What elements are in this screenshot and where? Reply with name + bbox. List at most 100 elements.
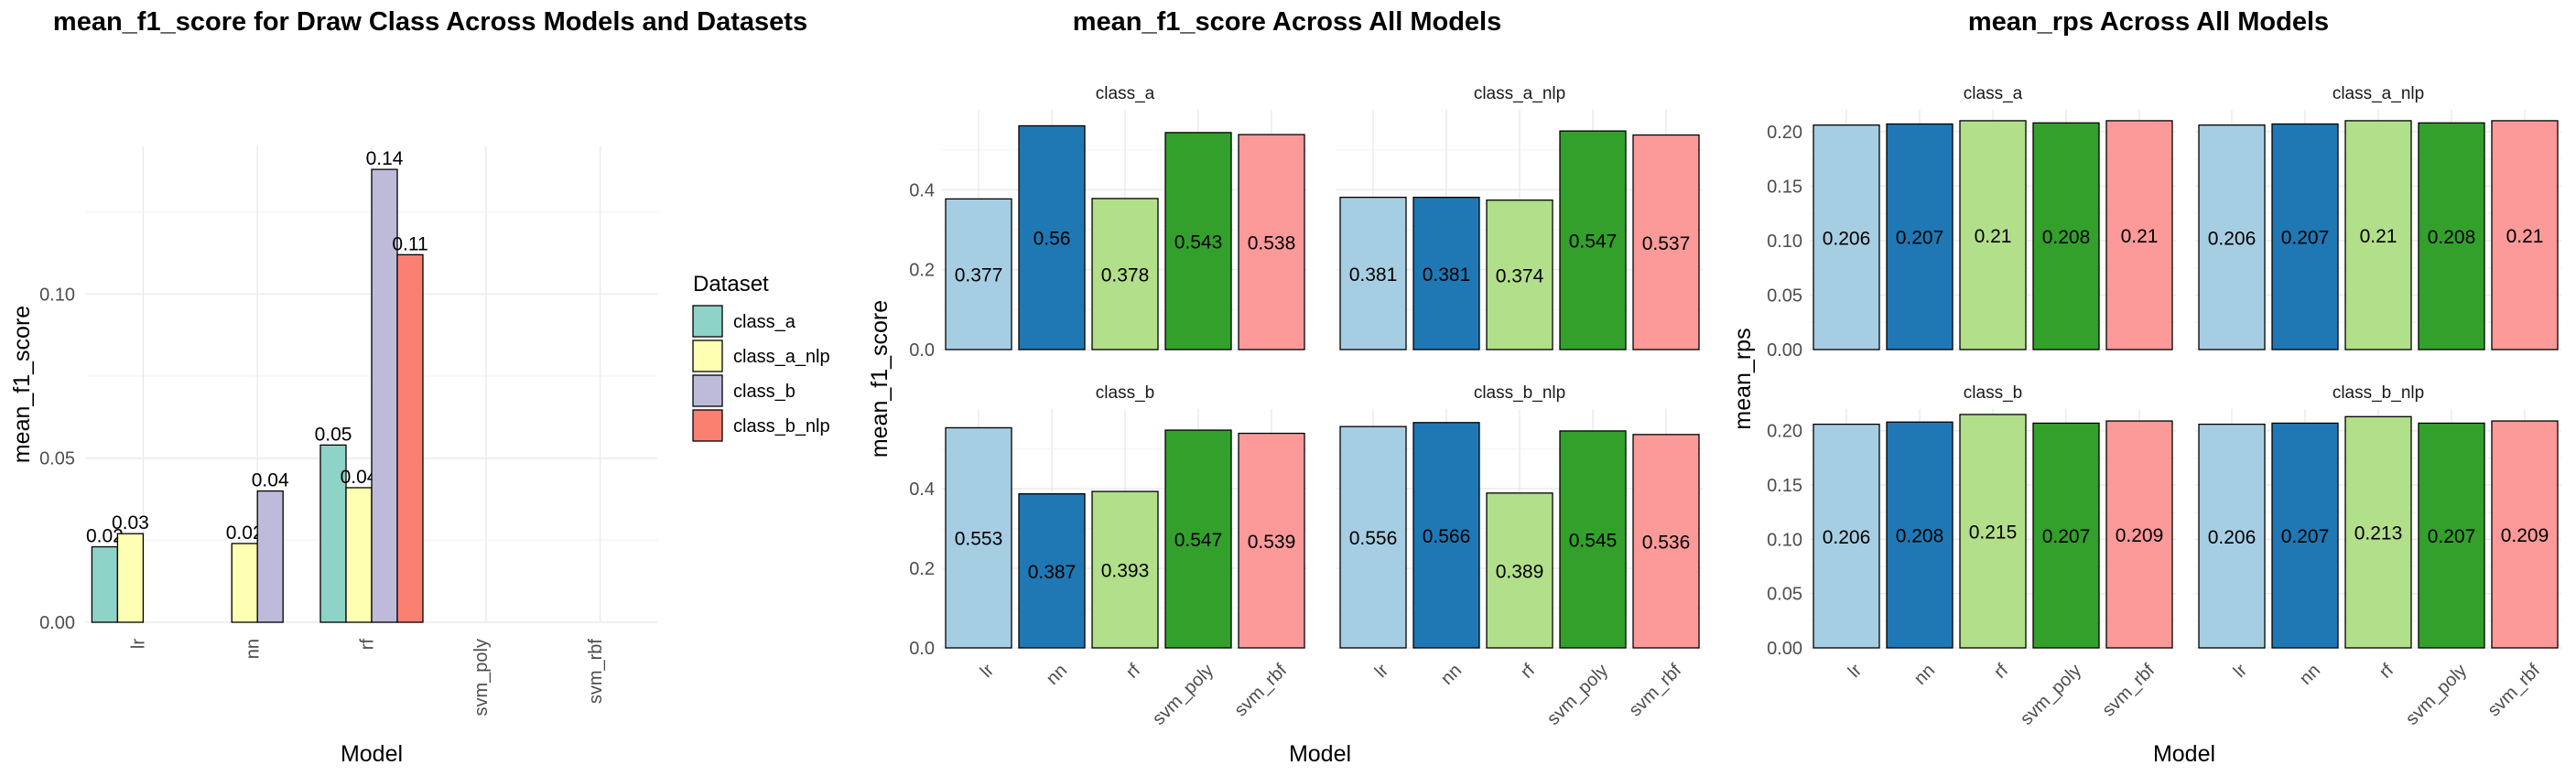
legend-swatch-class_a (692, 305, 723, 338)
facet-strip-class_b_nlp: class_b_nlp (2332, 383, 2424, 403)
data-label: 0.566 (1423, 526, 1471, 547)
data-label: 0.207 (1896, 228, 1944, 249)
bar-class_a-rf (1959, 120, 2027, 350)
bar-class_a_nlp-svm_rbf (1632, 134, 1700, 350)
bar-class_a_nlp-rf (345, 487, 373, 623)
y-tick-label: 0.00 (39, 613, 75, 633)
facet-strip-class_a: class_a (1964, 84, 2023, 103)
data-label: 0.04 (341, 467, 378, 488)
data-label: 0.56 (1034, 229, 1071, 250)
data-label: 0.11 (392, 233, 428, 254)
y-tick-label: 0.05 (39, 449, 75, 469)
data-label: 0.537 (1642, 233, 1691, 254)
bar-class_b-nn (1018, 493, 1086, 649)
data-label: 0.21 (2506, 226, 2544, 247)
data-label: 0.381 (1349, 264, 1398, 286)
bar-class_b_nlp-svm_rbf (2491, 420, 2559, 649)
facet-strip-class_b: class_b (1964, 383, 2022, 403)
data-label: 0.387 (1028, 562, 1077, 583)
data-label: 0.213 (2354, 523, 2403, 544)
legend-label-class_a: class_a (733, 312, 796, 332)
legend-swatch-class_a_nlp (692, 340, 723, 372)
bar-class_b-nn (1886, 421, 1954, 649)
data-label: 0.539 (1248, 532, 1296, 553)
facet-strip-class_a: class_a (1096, 84, 1155, 103)
y-tick-label: 0.00 (1767, 639, 1802, 659)
y-tick-label: 0.10 (39, 285, 75, 305)
legend-swatch-class_b_nlp (692, 409, 723, 442)
data-label: 0.208 (2042, 227, 2091, 248)
chart-1-draw-class-f1: mean_f1_score for Draw Class Across Mode… (9, 7, 830, 767)
data-label: 0.215 (1969, 522, 2018, 543)
y-tick-label: 0.10 (1767, 530, 1802, 550)
bar-class_b_nlp-rf (2344, 415, 2412, 649)
bar-class_b_nlp-lr (2198, 423, 2266, 649)
bar-class_b_nlp-svm_rbf (1632, 434, 1700, 649)
data-label: 0.556 (1349, 528, 1398, 549)
y-tick-label: 0.2 (909, 559, 935, 579)
bar-class_a_nlp-lr (116, 533, 145, 623)
bar-class_a_nlp-svm_rbf (2491, 120, 2559, 350)
data-label: 0.545 (1569, 530, 1618, 551)
data-label: 0.389 (1496, 561, 1544, 582)
data-label: 0.03 (112, 512, 149, 534)
data-label: 0.208 (1896, 526, 1944, 547)
data-label: 0.538 (1248, 233, 1296, 254)
bar-class_b-svm_poly (1164, 429, 1232, 649)
bar-class_a-svm_poly (1164, 132, 1232, 350)
bar-class_b-nn (256, 490, 284, 623)
bar-class_b-svm_poly (2032, 422, 2100, 649)
x-tick-label: lr (129, 639, 149, 649)
data-label: 0.207 (2428, 526, 2476, 547)
legend-swatch-class_b (692, 374, 723, 407)
bar-class_a-rf (319, 444, 347, 623)
bar-class_a_nlp-rf (2344, 120, 2412, 350)
data-label: 0.21 (2121, 226, 2159, 247)
data-label: 0.547 (1174, 530, 1223, 551)
y-axis-title: mean_f1_score (9, 306, 35, 463)
y-tick-label: 0.10 (1767, 232, 1802, 252)
data-label: 0.02 (86, 526, 124, 547)
bar-class_a-lr (945, 198, 1012, 350)
data-label: 0.536 (1642, 532, 1691, 553)
bar-class_a-rf (1091, 198, 1159, 350)
x-tick-label: nn (243, 639, 263, 659)
data-label: 0.393 (1101, 561, 1150, 582)
x-axis-title: Model (1289, 741, 1351, 767)
data-label: 0.14 (366, 148, 404, 169)
bar-class_a_nlp-nn (2271, 123, 2339, 350)
y-tick-label: 0.20 (1767, 422, 1802, 442)
bar-class_b_nlp-nn (1412, 422, 1480, 649)
data-label: 0.04 (252, 470, 289, 491)
bar-class_a_nlp-svm_poly (1559, 130, 1627, 350)
x-tick-label: rf (357, 639, 377, 651)
bar-class_a-lr (91, 545, 119, 623)
data-label: 0.21 (1975, 226, 2012, 247)
y-tick-label: 0.2 (909, 261, 935, 281)
bar-class_b-rf (1091, 490, 1159, 649)
bar-class_a-svm_poly (2032, 122, 2100, 350)
data-label: 0.553 (955, 529, 1003, 550)
bar-class_b_nlp-lr (1339, 426, 1407, 649)
data-label: 0.378 (1101, 264, 1150, 286)
data-label: 0.547 (1569, 232, 1618, 253)
bar-class_b-lr (945, 426, 1012, 649)
data-label: 0.543 (1174, 232, 1223, 253)
data-label: 0.209 (2501, 525, 2549, 546)
data-label: 0.381 (1423, 264, 1471, 286)
y-tick-label: 0.0 (909, 340, 935, 361)
data-label: 0.208 (2428, 227, 2476, 248)
bar-class_b_nlp-rf (396, 253, 424, 623)
data-label: 0.02 (226, 523, 264, 544)
data-label: 0.206 (1823, 527, 1871, 548)
bar-class_a_nlp-nn (231, 543, 258, 623)
bar-class_b-lr (1813, 423, 1880, 649)
bar-class_b-svm_rbf (2105, 420, 2173, 649)
y-axis-title: mean_f1_score (867, 300, 893, 458)
data-label: 0.206 (2208, 228, 2257, 249)
bar-class_b-svm_rbf (1238, 432, 1305, 649)
legend-label-class_b: class_b (733, 382, 796, 402)
bar-class_a-svm_rbf (2105, 120, 2173, 350)
chart-title: mean_f1_score Across All Models (1073, 7, 1502, 37)
data-label: 0.374 (1496, 265, 1544, 286)
